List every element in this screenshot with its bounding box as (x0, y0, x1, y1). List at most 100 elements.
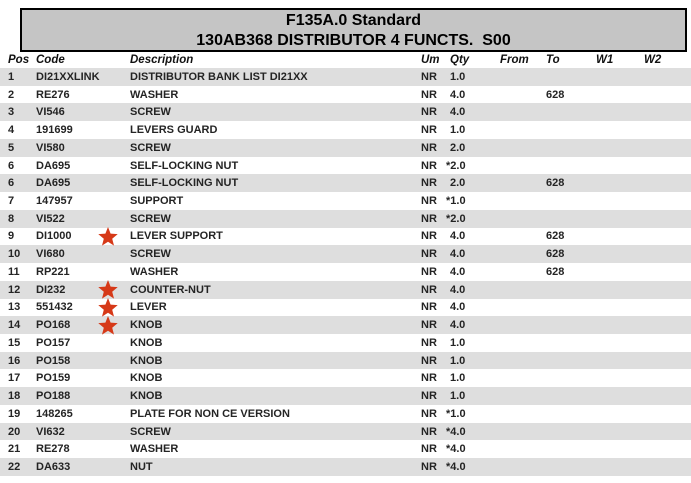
qty-cell: 1.0 (450, 354, 466, 367)
pos-cell: 12 (8, 283, 21, 296)
table-row: 6 DA695 SELF-LOCKING NUT NR 2.0 628 (0, 174, 691, 193)
code-cell: DA695 (36, 177, 71, 190)
table-row: 18 PO188 KNOB NR 1.0 (0, 387, 691, 405)
table-row: 16 PO158 KNOB NR 1.0 (0, 351, 691, 370)
um-cell: NR (421, 407, 437, 420)
qty-cell: 4.0 (450, 88, 466, 101)
description-cell: KNOB (130, 390, 163, 403)
qty-cell: 4.0 (450, 283, 466, 296)
description-cell: SELF-LOCKING NUT (130, 159, 239, 172)
um-cell: NR (421, 301, 437, 314)
qty-cell: 1.0 (450, 70, 466, 83)
table-row: 1 DI21XXLINK DISTRIBUTOR BANK LIST DI21X… (0, 68, 691, 86)
um-cell: NR (421, 159, 437, 172)
table-row: 15 PO157 KNOB NR 1.0 (0, 334, 691, 352)
um-cell: NR (421, 372, 437, 385)
code-cell: VI522 (36, 212, 65, 225)
table-row: 3 VI546 SCREW NR 4.0 (0, 103, 691, 122)
qty-cell: 4.0 (450, 248, 466, 261)
table-row: 17 PO159 KNOB NR 1.0 (0, 369, 691, 387)
table-row: 9 DI1000 LEVER SUPPORT NR 4.0 628 (0, 226, 691, 246)
code-cell: DI21XXLINK (36, 70, 100, 83)
qty-cell: 2.0 (450, 141, 466, 154)
um-cell: NR (421, 248, 437, 261)
qty-cell: 1.0 (450, 336, 466, 349)
um-cell: NR (421, 319, 437, 332)
pos-cell: 21 (8, 443, 21, 456)
pos-cell: 22 (8, 461, 21, 474)
star-icon (98, 280, 118, 299)
code-cell: 191699 (36, 124, 73, 137)
pos-cell: 17 (8, 372, 21, 385)
pos-cell: 8 (8, 212, 15, 225)
description-cell: DISTRIBUTOR BANK LIST DI21XX (130, 70, 308, 83)
code-cell: VI680 (36, 248, 65, 261)
to-cell: 628 (546, 88, 565, 101)
code-cell: VI546 (36, 106, 65, 119)
um-cell: NR (421, 443, 437, 456)
qty-cell: 1.0 (450, 372, 466, 385)
column-header-qty: Qty (450, 54, 470, 66)
code-cell: RE276 (36, 88, 70, 101)
table-row: 13 551432 LEVER NR 4.0 (0, 297, 691, 317)
column-header-code: Code (36, 54, 65, 66)
um-cell: NR (421, 124, 437, 137)
um-cell: NR (421, 265, 437, 278)
description-cell: SCREW (130, 106, 171, 119)
star-slot (96, 315, 130, 335)
column-header-w1: W1 (596, 54, 614, 66)
star-slot (96, 297, 130, 317)
um-cell: NR (421, 230, 437, 243)
qty-cell: *1.0 (446, 195, 466, 207)
star-icon (98, 297, 118, 317)
pos-cell: 19 (8, 407, 21, 420)
pos-cell: 9 (8, 230, 15, 243)
qty-cell: 4.0 (450, 301, 466, 314)
column-header-to: To (546, 54, 560, 66)
um-cell: NR (421, 283, 437, 296)
code-cell: 551432 (36, 301, 73, 314)
pos-cell: 13 (8, 301, 21, 314)
description-cell: SUPPORT (130, 195, 184, 207)
pos-cell: 10 (8, 248, 21, 261)
pos-cell: 20 (8, 425, 21, 438)
table-row: 6 DA695 SELF-LOCKING NUT NR *2.0 (0, 157, 691, 175)
qty-cell: 1.0 (450, 124, 466, 137)
qty-cell: *4.0 (446, 461, 466, 474)
code-cell: PO168 (36, 319, 71, 332)
table-row: 14 PO168 KNOB NR 4.0 (0, 315, 691, 335)
column-header-from: From (500, 54, 529, 66)
table-row: 4 191699 LEVERS GUARD NR 1.0 (0, 121, 691, 139)
description-cell: NUT (130, 461, 153, 474)
description-cell: KNOB (130, 319, 163, 332)
pos-cell: 6 (8, 159, 15, 172)
star-icon (98, 226, 118, 246)
to-cell: 628 (546, 230, 565, 243)
code-cell: PO158 (36, 354, 71, 367)
qty-cell: 1.0 (450, 390, 466, 403)
code-cell: DI232 (36, 283, 66, 296)
star-icon (98, 315, 118, 335)
pos-cell: 5 (8, 141, 15, 154)
qty-cell: *2.0 (446, 159, 466, 172)
code-cell: VI580 (36, 141, 65, 154)
description-cell: PLATE FOR NON CE VERSION (130, 407, 290, 420)
star-slot (96, 226, 130, 246)
qty-cell: 4.0 (450, 106, 466, 119)
um-cell: NR (421, 354, 437, 367)
table-row: 5 VI580 SCREW NR 2.0 (0, 138, 691, 157)
table-row: 19 148265 PLATE FOR NON CE VERSION NR *1… (0, 405, 691, 423)
code-cell: PO159 (36, 372, 71, 385)
code-cell: RE278 (36, 443, 70, 456)
table-row: 20 VI632 SCREW NR *4.0 (0, 422, 691, 441)
code-cell: DA633 (36, 461, 71, 474)
qty-cell: *1.0 (446, 407, 466, 420)
description-cell: COUNTER-NUT (130, 283, 211, 296)
page-title-line1: F135A.0 Standard (285, 12, 422, 29)
code-cell: VI632 (36, 425, 65, 438)
column-header-description: Description (130, 54, 194, 66)
table-row: 12 DI232 COUNTER-NUT NR 4.0 (0, 280, 691, 299)
um-cell: NR (421, 390, 437, 403)
description-cell: KNOB (130, 372, 163, 385)
